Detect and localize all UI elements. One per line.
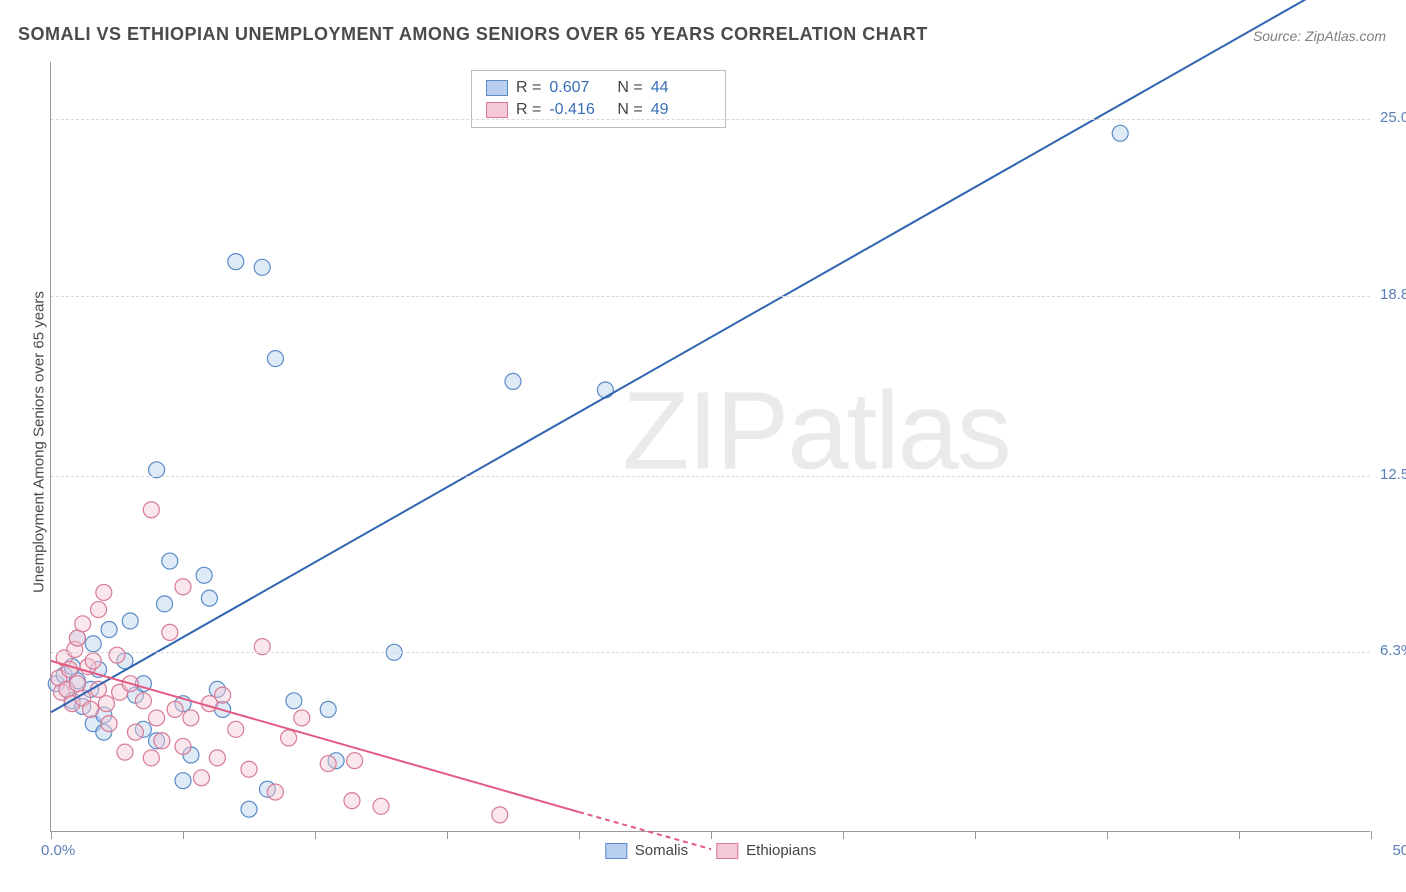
x-tick — [183, 831, 184, 839]
y-axis-label: Unemployment Among Seniors over 65 years — [31, 291, 48, 593]
gridline — [51, 119, 1370, 120]
y-tick-label: 12.5% — [1380, 466, 1406, 483]
stat-r-value: 0.607 — [549, 79, 609, 97]
y-tick-label: 25.0% — [1380, 109, 1406, 126]
swatch-icon — [486, 102, 508, 118]
x-tick — [51, 831, 52, 839]
legend-item-ethiopians: Ethiopians — [716, 842, 816, 859]
gridline — [51, 476, 1370, 477]
stats-row-ethiopians: R = -0.416 N = 49 — [486, 99, 711, 121]
x-tick — [1107, 831, 1108, 839]
x-tick — [711, 831, 712, 839]
stat-label: N = — [617, 101, 642, 119]
x-axis-min-label: 0.0% — [41, 842, 75, 859]
swatch-icon — [486, 80, 508, 96]
x-tick — [975, 831, 976, 839]
chart-plot-area: Unemployment Among Seniors over 65 years… — [50, 62, 1370, 832]
x-tick — [843, 831, 844, 839]
x-tick — [315, 831, 316, 839]
x-axis-max-label: 50.0% — [1392, 842, 1406, 859]
gridline — [51, 296, 1370, 297]
gridline — [51, 652, 1370, 653]
x-tick — [579, 831, 580, 839]
chart-title: SOMALI VS ETHIOPIAN UNEMPLOYMENT AMONG S… — [18, 24, 928, 45]
legend-item-somalis: Somalis — [605, 842, 688, 859]
stat-label: N = — [617, 79, 642, 97]
stat-n-value: 44 — [651, 79, 711, 97]
swatch-icon — [716, 843, 738, 859]
chart-svg — [51, 62, 1370, 831]
x-tick — [1239, 831, 1240, 839]
stat-label: R = — [516, 101, 541, 119]
stats-row-somalis: R = 0.607 N = 44 — [486, 77, 711, 99]
stat-label: R = — [516, 79, 541, 97]
stat-n-value: 49 — [651, 101, 711, 119]
legend-label: Ethiopians — [746, 842, 816, 859]
source-attribution: Source: ZipAtlas.com — [1253, 28, 1386, 44]
legend: Somalis Ethiopians — [605, 842, 816, 859]
stat-r-value: -0.416 — [549, 101, 609, 119]
x-tick — [1371, 831, 1372, 839]
legend-label: Somalis — [635, 842, 688, 859]
y-tick-label: 18.8% — [1380, 286, 1406, 303]
swatch-icon — [605, 843, 627, 859]
x-tick — [447, 831, 448, 839]
y-tick-label: 6.3% — [1380, 642, 1406, 659]
